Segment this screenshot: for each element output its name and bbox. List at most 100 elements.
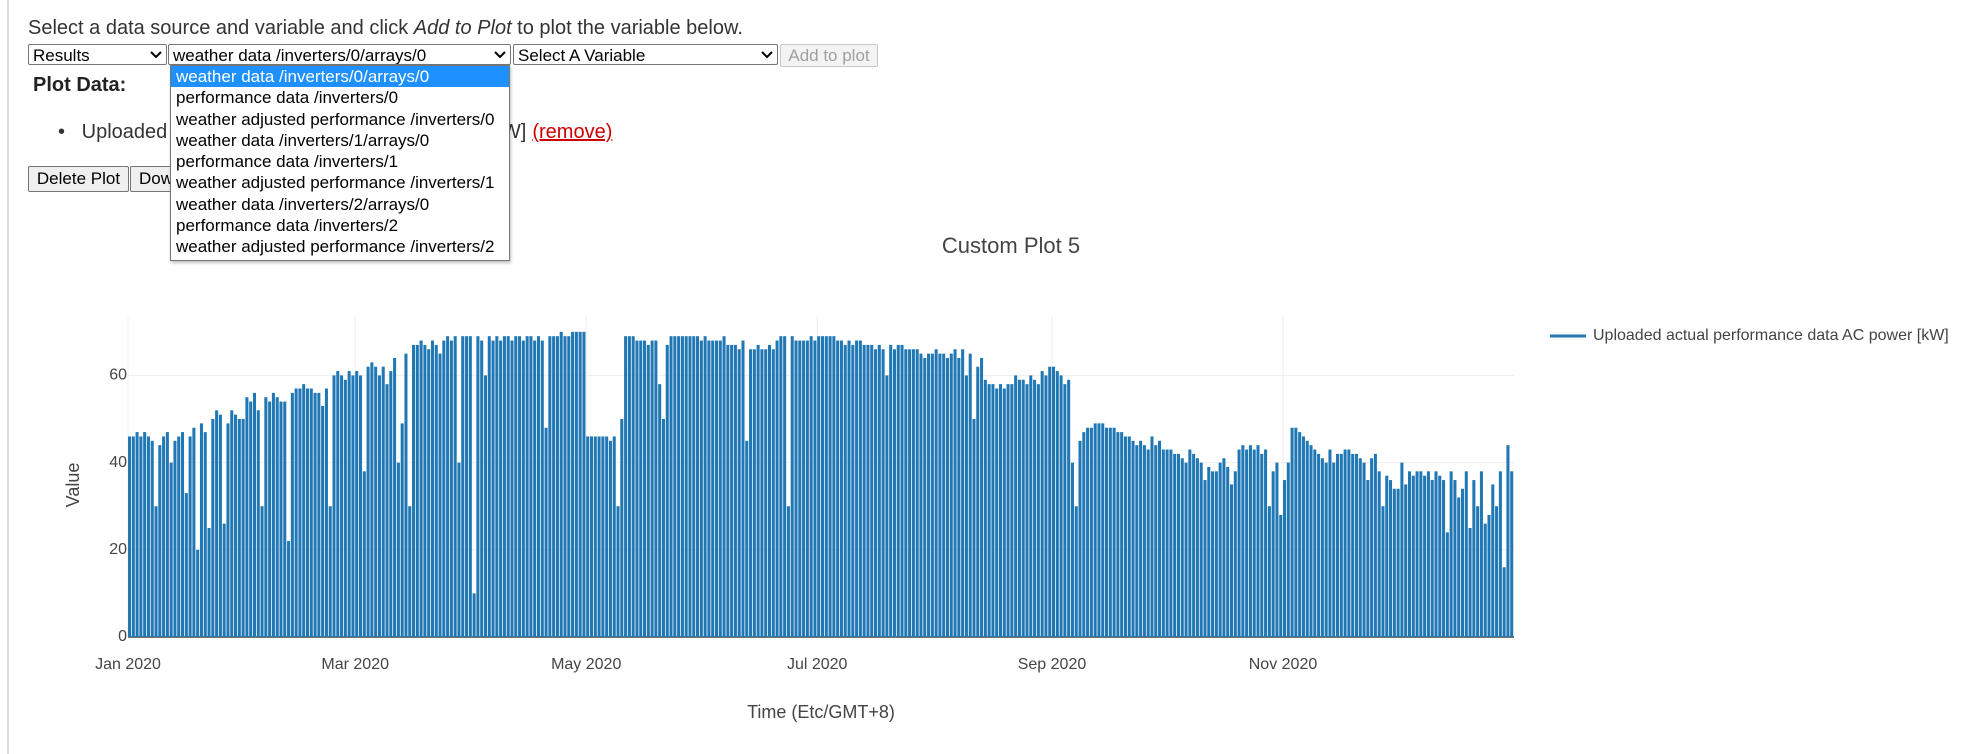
power-spike: [605, 436, 609, 637]
power-spike: [480, 340, 484, 637]
power-spike: [385, 384, 389, 637]
power-spike: [1392, 488, 1396, 637]
dropdown-option[interactable]: weather adjusted performance /inverters/…: [176, 237, 495, 257]
power-spike: [404, 353, 408, 637]
power-spike: [714, 340, 718, 637]
power-spike: [1449, 471, 1453, 637]
power-spike: [624, 336, 628, 637]
power-spike: [340, 375, 344, 637]
power-spike: [991, 384, 995, 637]
power-spike: [1002, 388, 1006, 637]
y-tick-label: 20: [109, 541, 127, 558]
power-spike: [571, 331, 575, 637]
power-spike: [1044, 375, 1048, 637]
dropdown-option[interactable]: weather data /inverters/0/arrays/0: [171, 66, 509, 88]
power-spike: [1108, 427, 1112, 637]
power-spike: [730, 344, 734, 637]
power-spike: [328, 506, 332, 637]
select-value: Select A Variable: [518, 46, 646, 65]
power-spike: [362, 471, 366, 637]
power-spike: [908, 349, 912, 637]
power-spike: [563, 336, 567, 637]
power-spike: [885, 375, 889, 637]
power-spike: [396, 462, 400, 637]
power-spike: [241, 419, 245, 637]
power-spike: [173, 440, 177, 637]
power-spike: [1510, 471, 1514, 637]
power-spike: [836, 340, 840, 637]
power-spike: [976, 366, 980, 637]
power-spike: [1347, 449, 1351, 637]
dropdown-option[interactable]: performance data /inverters/1: [176, 152, 399, 172]
power-spike: [612, 436, 616, 637]
power-spike: [1491, 484, 1495, 637]
power-spike: [737, 349, 741, 637]
power-spike: [1040, 371, 1044, 637]
power-spike: [298, 388, 302, 637]
power-spike: [1229, 484, 1234, 637]
dropdown-option[interactable]: performance data /inverters/2: [176, 216, 399, 236]
power-spike: [733, 344, 737, 637]
power-spike: [533, 340, 537, 637]
variable-select[interactable]: Select A Variable: [513, 44, 778, 65]
power-spike: [1017, 379, 1021, 637]
power-spike: [809, 336, 813, 637]
power-spike: [1256, 445, 1260, 637]
source-select[interactable]: Results: [28, 44, 167, 65]
remove-link[interactable]: (remove): [532, 121, 613, 143]
power-spike: [832, 336, 836, 637]
power-spike: [1036, 384, 1040, 637]
power-spike: [998, 384, 1003, 637]
power-spike: [1400, 462, 1404, 637]
power-spike: [749, 349, 753, 637]
power-spike: [1320, 458, 1324, 637]
dropdown-option[interactable]: weather adjusted performance /inverters/…: [176, 173, 495, 193]
power-spike: [574, 331, 578, 637]
power-spike: [1203, 480, 1207, 637]
dropdown-option[interactable]: weather adjusted performance /inverters/…: [176, 109, 495, 129]
power-spike: [798, 340, 802, 637]
power-spike: [1173, 453, 1177, 637]
power-spike: [703, 336, 707, 637]
power-spike: [1419, 471, 1423, 637]
x-axis-label: Time (Etc/GMT+8): [747, 702, 895, 722]
power-spike: [1430, 480, 1434, 637]
select-arrow: [761, 51, 773, 59]
power-spike: [476, 336, 480, 637]
power-spike: [154, 506, 158, 637]
power-spike: [760, 349, 764, 637]
power-spike: [1438, 475, 1442, 637]
power-spike: [1434, 471, 1438, 637]
power-spike: [957, 357, 961, 637]
add-button[interactable]: Add to plot: [780, 44, 878, 67]
dataset-select[interactable]: weather data /inverters/0/arrays/0: [168, 44, 511, 65]
power-spike: [1199, 462, 1203, 637]
power-spike: [745, 440, 749, 637]
power-spike: [1142, 445, 1146, 637]
power-spike: [870, 344, 874, 637]
power-spike: [165, 432, 169, 637]
power-spike: [332, 375, 336, 637]
power-spike: [215, 410, 219, 637]
dropdown-option[interactable]: weather data /inverters/1/arrays/0: [176, 130, 430, 150]
power-spike: [904, 349, 908, 637]
power-spike: [593, 436, 597, 637]
power-spike: [1362, 462, 1366, 637]
instruction-emphasis: Add to Plot: [413, 17, 512, 39]
power-spike: [188, 436, 192, 637]
x-tick-label: Mar 2020: [321, 656, 389, 673]
power-spike: [540, 340, 544, 637]
power-spike: [1298, 432, 1302, 637]
power-spike: [226, 423, 230, 637]
dropdown-option[interactable]: performance data /inverters/0: [176, 88, 399, 108]
power-spike: [786, 506, 790, 637]
power-spike: [518, 336, 522, 637]
power-spike: [1290, 427, 1294, 637]
power-spike: [741, 340, 745, 637]
power-spike: [968, 353, 972, 637]
power-spike: [1411, 475, 1415, 637]
dropdown-option[interactable]: weather data /inverters/2/arrays/0: [176, 194, 430, 214]
power-spike: [287, 541, 291, 637]
delete-button[interactable]: Delete Plot: [28, 166, 129, 192]
